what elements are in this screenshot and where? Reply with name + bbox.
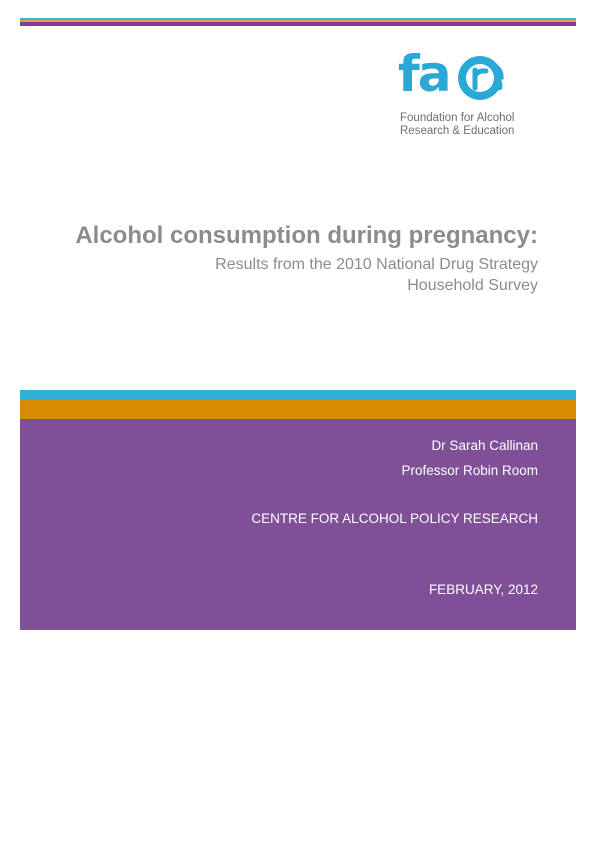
logo-tagline-line2: Research & Education [400, 125, 515, 137]
logo-r-circle-icon [458, 56, 502, 100]
logo-tagline: Foundation for Alcohol Research & Educat… [400, 112, 514, 138]
band-teal [20, 390, 576, 400]
fare-logo: fare Foundation for Alcohol Research & E… [398, 45, 548, 145]
author-name: Professor Robin Room [401, 463, 538, 478]
header-rule-orange [20, 20, 576, 22]
subtitle-line2: Household Survey [407, 277, 538, 294]
publication-date: FEBRUARY, 2012 [428, 582, 538, 597]
organisation-name: CENTRE FOR ALCOHOL POLICY RESEARCH [251, 511, 538, 526]
author-name: Dr Sarah Callinan [431, 438, 538, 453]
logo-tagline-line1: Foundation for Alcohol [400, 112, 515, 124]
report-subtitle: Results from the 2010 National Drug Stra… [118, 254, 538, 296]
header-rule-teal [20, 18, 576, 20]
header-rule-purple [20, 22, 576, 26]
author-panel: Dr Sarah Callinan Professor Robin Room C… [20, 419, 576, 630]
band-orange [20, 400, 576, 419]
report-title: Alcohol consumption during pregnancy: [75, 222, 538, 249]
subtitle-line1: Results from the 2010 National Drug Stra… [215, 256, 538, 273]
